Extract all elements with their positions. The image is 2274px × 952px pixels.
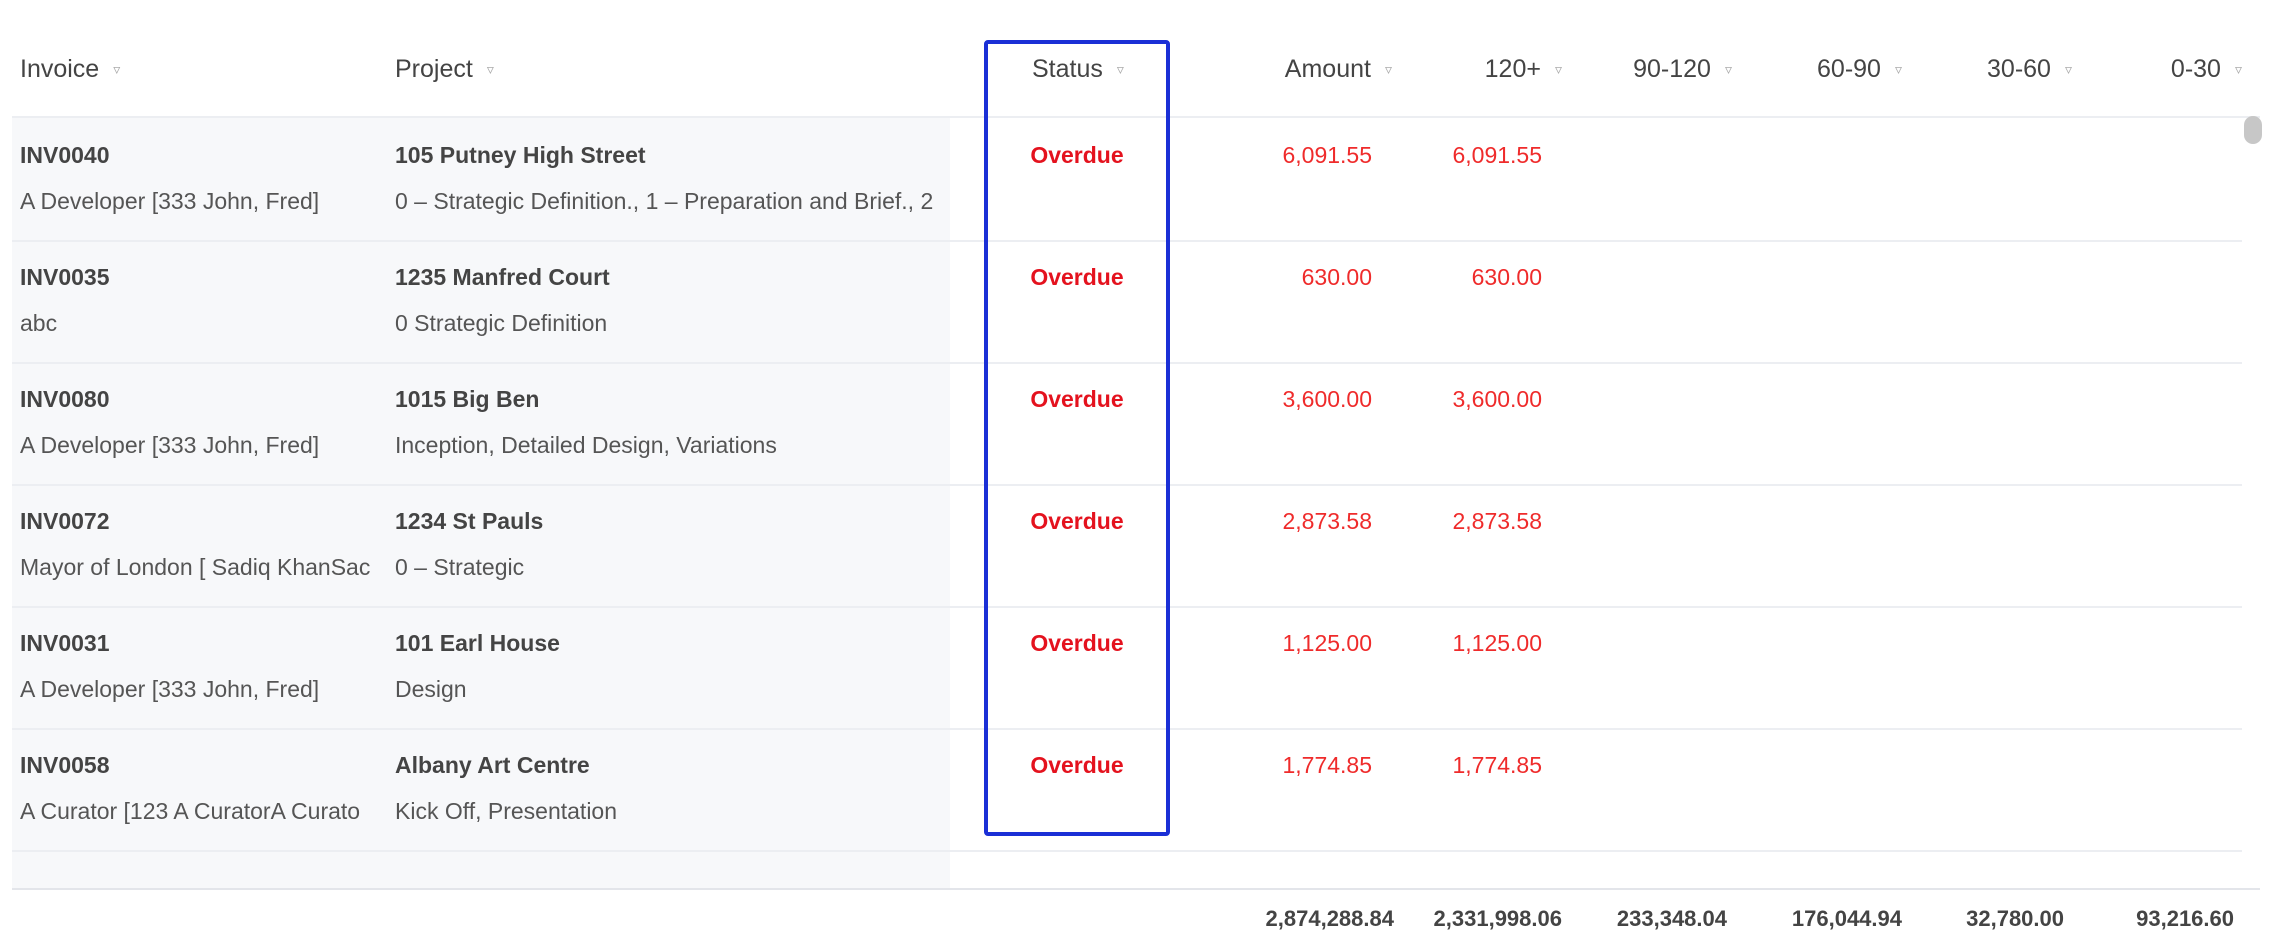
bucket-120-plus-value: 630.00 <box>1471 264 1542 290</box>
invoice-client: A Developer [333 John, Fred] <box>20 432 320 458</box>
project-name[interactable]: 1015 Big Ben <box>395 386 540 412</box>
status-badge: Overdue <box>1030 630 1124 656</box>
project-stages: Design <box>395 676 467 702</box>
column-header-amount[interactable]: Amount ▿ <box>1284 54 1392 83</box>
invoice-number[interactable]: INV0058 <box>20 752 110 778</box>
table-row[interactable]: INV0058 A Curator [123 A CuratorA Curato… <box>12 730 2242 852</box>
invoice-client: Mayor of London [ Sadiq KhanSac <box>20 554 371 580</box>
project-name[interactable]: 1234 St Pauls <box>395 508 544 534</box>
project-stages: Kick Off, Presentation <box>395 798 618 824</box>
invoice-client: A Developer [333 John, Fred] <box>20 676 320 702</box>
bucket-120-plus-value: 1,774.85 <box>1452 752 1542 778</box>
total-90-120: 233,348.04 <box>1616 906 1727 931</box>
column-header-project[interactable]: Project ▿ <box>395 54 494 83</box>
total-30-60: 32,780.00 <box>1966 906 2064 931</box>
status-badge: Overdue <box>1030 142 1124 168</box>
invoice-number[interactable]: INV0072 <box>20 508 110 534</box>
invoice-client: abc <box>20 310 58 336</box>
invoice-client: A Curator [123 A CuratorA Curato <box>20 798 361 824</box>
bucket-120-plus-value: 6,091.55 <box>1452 142 1542 168</box>
sort-icon[interactable]: ▿ <box>1384 60 1392 77</box>
bucket-120-plus-value: 2,873.58 <box>1452 508 1542 534</box>
invoice-aging-table: Invoice ▿ Project ▿ Status ▿ Amount ▿ 12… <box>12 0 2260 952</box>
sort-icon[interactable]: ▿ <box>486 60 494 77</box>
status-badge: Overdue <box>1030 386 1124 412</box>
project-stages: 0 Strategic Definition <box>395 310 608 336</box>
amount-value: 1,125.00 <box>1282 630 1372 656</box>
project-name[interactable]: 1235 Manfred Court <box>395 264 610 290</box>
table-row[interactable]: INV0072 Mayor of London [ Sadiq KhanSac … <box>12 486 2242 608</box>
invoice-number[interactable]: INV0040 <box>20 142 110 168</box>
bucket-120-plus-value: 1,125.00 <box>1452 630 1542 656</box>
column-header-status[interactable]: Status ▿ <box>1032 54 1124 83</box>
invoice-number[interactable]: INV0035 <box>20 264 110 290</box>
frozen-columns-background <box>12 118 950 890</box>
column-header-30-60[interactable]: 30-60 ▿ <box>1987 54 2072 83</box>
amount-value: 2,873.58 <box>1282 508 1372 534</box>
sort-icon[interactable]: ▿ <box>1554 60 1562 77</box>
column-header-120-plus[interactable]: 120+ ▿ <box>1484 54 1562 83</box>
table-row[interactable]: INV0040 A Developer [333 John, Fred] 105… <box>12 120 2242 242</box>
bucket-120-plus-value: 3,600.00 <box>1452 386 1542 412</box>
column-header-invoice[interactable]: Invoice ▿ <box>20 54 121 83</box>
table-row[interactable]: INV0031 A Developer [333 John, Fred] 101… <box>12 608 2242 730</box>
project-stages: 0 – Strategic Definition., 1 – Preparati… <box>395 188 934 214</box>
total-amount: 2,874,288.84 <box>1265 906 1394 931</box>
column-header-60-90[interactable]: 60-90 ▿ <box>1817 54 1902 83</box>
invoice-number[interactable]: INV0031 <box>20 630 110 656</box>
project-stages: 0 – Strategic <box>395 554 525 580</box>
amount-value: 6,091.55 <box>1282 142 1372 168</box>
amount-value: 1,774.85 <box>1282 752 1372 778</box>
table-row[interactable]: INV0080 A Developer [333 John, Fred] 101… <box>12 364 2242 486</box>
amount-value: 630.00 <box>1301 264 1372 290</box>
vertical-scrollbar-thumb[interactable] <box>2244 116 2262 144</box>
table-header: Invoice ▿ Project ▿ Status ▿ Amount ▿ 12… <box>12 0 2260 118</box>
invoice-client: A Developer [333 John, Fred] <box>20 188 320 214</box>
total-0-30: 93,216.60 <box>2136 906 2234 931</box>
sort-icon[interactable]: ▿ <box>2064 60 2072 77</box>
project-stages: Inception, Detailed Design, Variations <box>395 432 777 458</box>
sort-icon[interactable]: ▿ <box>113 60 121 77</box>
sort-icon[interactable]: ▿ <box>2234 60 2242 77</box>
project-name[interactable]: 105 Putney High Street <box>395 142 646 168</box>
sort-icon[interactable]: ▿ <box>1894 60 1902 77</box>
total-120-plus: 2,331,998.06 <box>1433 906 1562 931</box>
amount-value: 3,600.00 <box>1282 386 1372 412</box>
total-60-90: 176,044.94 <box>1791 906 1902 931</box>
status-badge: Overdue <box>1030 508 1124 534</box>
column-header-0-30[interactable]: 0-30 ▿ <box>2170 54 2242 83</box>
totals-divider <box>12 888 2260 890</box>
status-badge: Overdue <box>1030 752 1124 778</box>
column-header-90-120[interactable]: 90-120 ▿ <box>1633 54 1732 83</box>
project-name[interactable]: 101 Earl House <box>395 630 560 656</box>
project-name[interactable]: Albany Art Centre <box>395 752 590 778</box>
table-row[interactable]: INV0035 abc 1235 Manfred Court 0 Strateg… <box>12 242 2242 364</box>
sort-icon[interactable]: ▿ <box>1724 60 1732 77</box>
sort-icon[interactable]: ▿ <box>1116 60 1124 77</box>
invoice-number[interactable]: INV0080 <box>20 386 110 412</box>
status-badge: Overdue <box>1030 264 1124 290</box>
